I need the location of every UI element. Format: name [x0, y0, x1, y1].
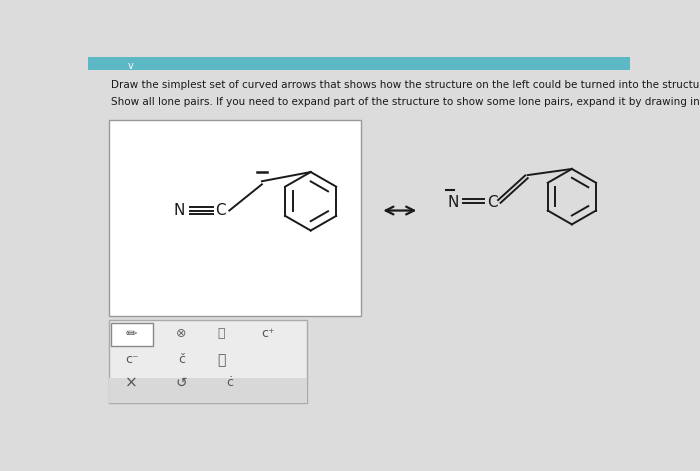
Text: N: N: [174, 203, 185, 218]
Text: c⁺: c⁺: [261, 327, 275, 340]
Text: v: v: [127, 61, 133, 71]
Text: ⊗: ⊗: [176, 327, 186, 340]
Text: ċ: ċ: [226, 376, 233, 390]
Text: ↺: ↺: [176, 376, 187, 390]
Text: ✋: ✋: [218, 327, 225, 340]
Text: ✏: ✏: [126, 327, 137, 341]
Text: ⌒: ⌒: [218, 353, 226, 367]
Bar: [109, 378, 307, 403]
Text: C: C: [216, 203, 226, 218]
Bar: [109, 120, 361, 316]
Text: ×: ×: [125, 375, 138, 390]
Bar: [88, 57, 630, 70]
Text: Draw the simplest set of curved arrows that shows how the structure on the left : Draw the simplest set of curved arrows t…: [111, 80, 700, 89]
Text: č: č: [178, 353, 185, 366]
Text: C: C: [486, 195, 498, 211]
Text: c⁻: c⁻: [125, 353, 139, 366]
Text: N: N: [447, 195, 459, 211]
Bar: [109, 320, 307, 403]
Text: Show all lone pairs. If you need to expand part of the structure to show some lo: Show all lone pairs. If you need to expa…: [111, 97, 700, 106]
Bar: [111, 323, 153, 346]
